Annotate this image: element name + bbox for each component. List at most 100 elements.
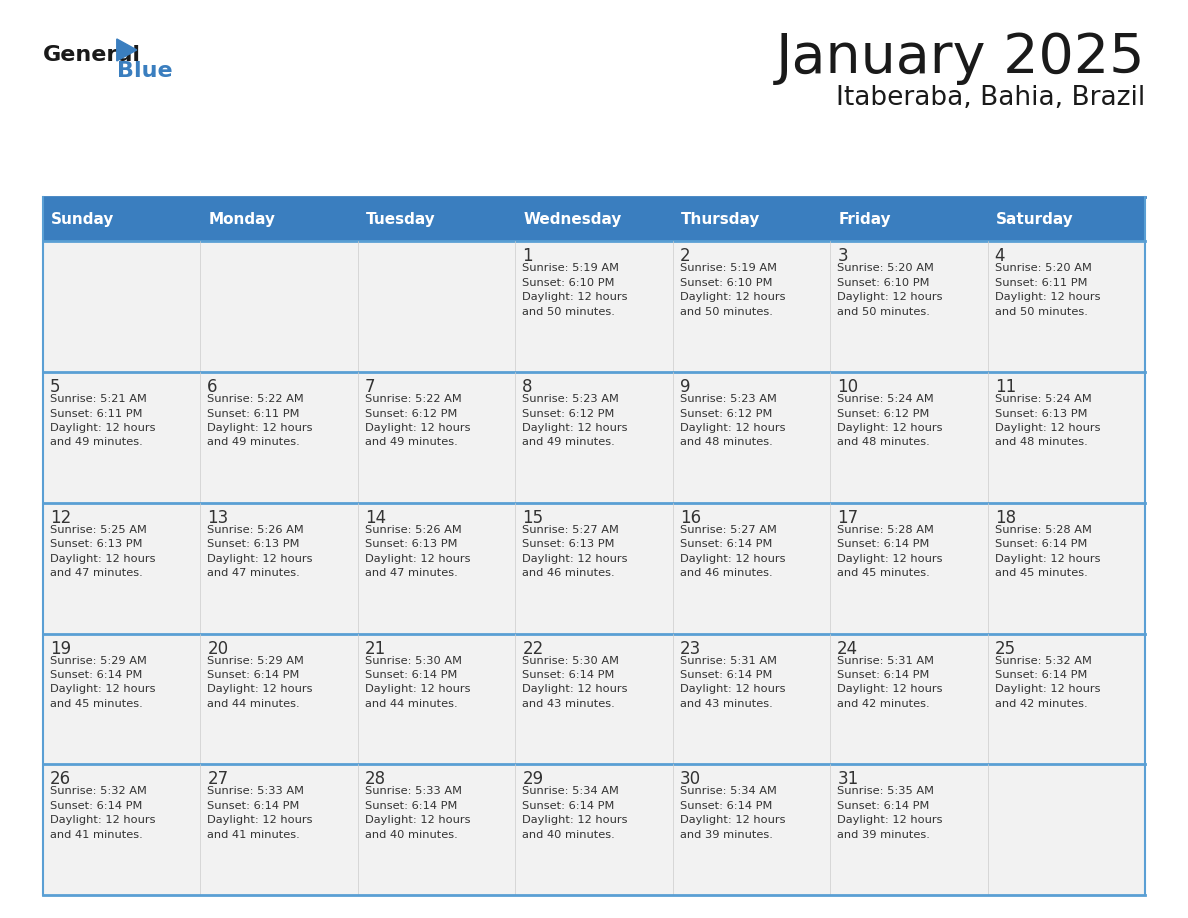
Text: General: General [43, 45, 140, 65]
Bar [987, 197, 1145, 241]
Bar [987, 241, 1145, 372]
Text: Sunrise: 5:30 AM
Sunset: 6:14 PM
Daylight: 12 hours
and 44 minutes.: Sunrise: 5:30 AM Sunset: 6:14 PM Dayligh… [365, 655, 470, 709]
Text: Saturday: Saturday [996, 212, 1074, 227]
Bar [830, 633, 987, 765]
Bar [830, 503, 987, 633]
Text: Sunrise: 5:25 AM
Sunset: 6:13 PM
Daylight: 12 hours
and 47 minutes.: Sunrise: 5:25 AM Sunset: 6:13 PM Dayligh… [50, 525, 156, 578]
Bar [201, 503, 358, 633]
Text: Sunrise: 5:24 AM
Sunset: 6:13 PM
Daylight: 12 hours
and 48 minutes.: Sunrise: 5:24 AM Sunset: 6:13 PM Dayligh… [994, 394, 1100, 447]
Bar [201, 241, 358, 372]
Text: 20: 20 [207, 640, 228, 657]
Bar [830, 197, 987, 241]
Text: 28: 28 [365, 770, 386, 789]
Bar [672, 241, 830, 372]
Text: Sunrise: 5:27 AM
Sunset: 6:14 PM
Daylight: 12 hours
and 46 minutes.: Sunrise: 5:27 AM Sunset: 6:14 PM Dayligh… [680, 525, 785, 578]
Text: 4: 4 [994, 248, 1005, 265]
Text: 15: 15 [523, 509, 543, 527]
Text: Sunrise: 5:30 AM
Sunset: 6:14 PM
Daylight: 12 hours
and 43 minutes.: Sunrise: 5:30 AM Sunset: 6:14 PM Dayligh… [523, 655, 627, 709]
Text: 12: 12 [50, 509, 71, 527]
Bar [516, 503, 672, 633]
Text: January 2025: January 2025 [776, 31, 1145, 85]
Text: 18: 18 [994, 509, 1016, 527]
Text: 30: 30 [680, 770, 701, 789]
Bar [516, 765, 672, 895]
Polygon shape [116, 39, 137, 61]
Text: 17: 17 [838, 509, 859, 527]
Text: Sunrise: 5:35 AM
Sunset: 6:14 PM
Daylight: 12 hours
and 39 minutes.: Sunrise: 5:35 AM Sunset: 6:14 PM Dayligh… [838, 787, 943, 840]
Bar [358, 372, 516, 503]
Text: 9: 9 [680, 378, 690, 397]
Bar [830, 765, 987, 895]
Bar [201, 197, 358, 241]
Text: Friday: Friday [839, 212, 891, 227]
Bar [672, 503, 830, 633]
Text: Sunrise: 5:26 AM
Sunset: 6:13 PM
Daylight: 12 hours
and 47 minutes.: Sunrise: 5:26 AM Sunset: 6:13 PM Dayligh… [365, 525, 470, 578]
Bar [987, 765, 1145, 895]
Text: Sunrise: 5:31 AM
Sunset: 6:14 PM
Daylight: 12 hours
and 43 minutes.: Sunrise: 5:31 AM Sunset: 6:14 PM Dayligh… [680, 655, 785, 709]
Text: 31: 31 [838, 770, 859, 789]
Text: Sunrise: 5:19 AM
Sunset: 6:10 PM
Daylight: 12 hours
and 50 minutes.: Sunrise: 5:19 AM Sunset: 6:10 PM Dayligh… [523, 263, 627, 317]
Bar [43, 633, 201, 765]
Text: Sunrise: 5:28 AM
Sunset: 6:14 PM
Daylight: 12 hours
and 45 minutes.: Sunrise: 5:28 AM Sunset: 6:14 PM Dayligh… [838, 525, 943, 578]
Bar [830, 372, 987, 503]
Text: 13: 13 [207, 509, 228, 527]
Text: Sunrise: 5:22 AM
Sunset: 6:11 PM
Daylight: 12 hours
and 49 minutes.: Sunrise: 5:22 AM Sunset: 6:11 PM Dayligh… [207, 394, 312, 447]
Bar [830, 241, 987, 372]
Text: Sunrise: 5:21 AM
Sunset: 6:11 PM
Daylight: 12 hours
and 49 minutes.: Sunrise: 5:21 AM Sunset: 6:11 PM Dayligh… [50, 394, 156, 447]
Bar [358, 633, 516, 765]
Bar [201, 372, 358, 503]
Bar [987, 503, 1145, 633]
Bar [672, 372, 830, 503]
Bar [672, 633, 830, 765]
Bar [43, 241, 201, 372]
Text: Sunrise: 5:19 AM
Sunset: 6:10 PM
Daylight: 12 hours
and 50 minutes.: Sunrise: 5:19 AM Sunset: 6:10 PM Dayligh… [680, 263, 785, 317]
Bar [516, 633, 672, 765]
Bar [43, 765, 201, 895]
Text: Sunrise: 5:22 AM
Sunset: 6:12 PM
Daylight: 12 hours
and 49 minutes.: Sunrise: 5:22 AM Sunset: 6:12 PM Dayligh… [365, 394, 470, 447]
Text: 29: 29 [523, 770, 543, 789]
Text: 26: 26 [50, 770, 71, 789]
Text: 19: 19 [50, 640, 71, 657]
Bar [201, 765, 358, 895]
Text: 1: 1 [523, 248, 533, 265]
Text: Sunrise: 5:34 AM
Sunset: 6:14 PM
Daylight: 12 hours
and 40 minutes.: Sunrise: 5:34 AM Sunset: 6:14 PM Dayligh… [523, 787, 627, 840]
Text: 24: 24 [838, 640, 859, 657]
Text: 2: 2 [680, 248, 690, 265]
Text: Sunrise: 5:33 AM
Sunset: 6:14 PM
Daylight: 12 hours
and 41 minutes.: Sunrise: 5:33 AM Sunset: 6:14 PM Dayligh… [207, 787, 312, 840]
Bar [516, 241, 672, 372]
Text: 14: 14 [365, 509, 386, 527]
Bar [516, 197, 672, 241]
Text: Sunrise: 5:29 AM
Sunset: 6:14 PM
Daylight: 12 hours
and 45 minutes.: Sunrise: 5:29 AM Sunset: 6:14 PM Dayligh… [50, 655, 156, 709]
Text: Tuesday: Tuesday [366, 212, 436, 227]
Bar [358, 503, 516, 633]
Text: 7: 7 [365, 378, 375, 397]
Text: Monday: Monday [208, 212, 276, 227]
Bar [987, 372, 1145, 503]
Bar [43, 503, 201, 633]
Bar [201, 633, 358, 765]
Text: Sunrise: 5:20 AM
Sunset: 6:11 PM
Daylight: 12 hours
and 50 minutes.: Sunrise: 5:20 AM Sunset: 6:11 PM Dayligh… [994, 263, 1100, 317]
Bar [358, 241, 516, 372]
Text: Sunrise: 5:34 AM
Sunset: 6:14 PM
Daylight: 12 hours
and 39 minutes.: Sunrise: 5:34 AM Sunset: 6:14 PM Dayligh… [680, 787, 785, 840]
Text: 11: 11 [994, 378, 1016, 397]
Bar [358, 765, 516, 895]
Text: Wednesday: Wednesday [523, 212, 621, 227]
Text: 22: 22 [523, 640, 543, 657]
Bar [43, 197, 201, 241]
Bar [516, 372, 672, 503]
Text: Sunrise: 5:20 AM
Sunset: 6:10 PM
Daylight: 12 hours
and 50 minutes.: Sunrise: 5:20 AM Sunset: 6:10 PM Dayligh… [838, 263, 943, 317]
Text: 16: 16 [680, 509, 701, 527]
Text: 23: 23 [680, 640, 701, 657]
Text: Sunrise: 5:24 AM
Sunset: 6:12 PM
Daylight: 12 hours
and 48 minutes.: Sunrise: 5:24 AM Sunset: 6:12 PM Dayligh… [838, 394, 943, 447]
Text: Sunrise: 5:26 AM
Sunset: 6:13 PM
Daylight: 12 hours
and 47 minutes.: Sunrise: 5:26 AM Sunset: 6:13 PM Dayligh… [207, 525, 312, 578]
Bar [987, 633, 1145, 765]
Text: Thursday: Thursday [681, 212, 760, 227]
Text: Sunrise: 5:32 AM
Sunset: 6:14 PM
Daylight: 12 hours
and 42 minutes.: Sunrise: 5:32 AM Sunset: 6:14 PM Dayligh… [994, 655, 1100, 709]
Text: Sunrise: 5:29 AM
Sunset: 6:14 PM
Daylight: 12 hours
and 44 minutes.: Sunrise: 5:29 AM Sunset: 6:14 PM Dayligh… [207, 655, 312, 709]
Text: Sunrise: 5:23 AM
Sunset: 6:12 PM
Daylight: 12 hours
and 48 minutes.: Sunrise: 5:23 AM Sunset: 6:12 PM Dayligh… [680, 394, 785, 447]
Text: 10: 10 [838, 378, 859, 397]
Text: 21: 21 [365, 640, 386, 657]
Text: Sunrise: 5:31 AM
Sunset: 6:14 PM
Daylight: 12 hours
and 42 minutes.: Sunrise: 5:31 AM Sunset: 6:14 PM Dayligh… [838, 655, 943, 709]
Text: Sunday: Sunday [51, 212, 114, 227]
Text: 8: 8 [523, 378, 532, 397]
